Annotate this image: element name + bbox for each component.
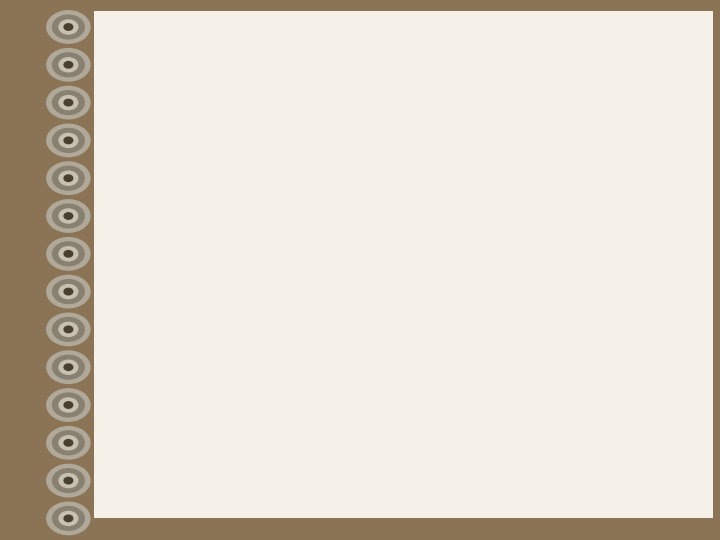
Text: for all lower case characters and T2 for upper: for all lower case characters and T2 for…: [177, 379, 613, 397]
Text: Partitioning using non-numeric data: Partitioning using non-numeric data: [118, 39, 720, 71]
Text: and one string Y as inputs. P performs task T1: and one string Y as inputs. P performs t…: [177, 340, 616, 357]
Text: the null string and T4 for all other strings.: the null string and T4 for all other str…: [177, 458, 578, 476]
Text: –: –: [153, 300, 162, 318]
Text: 4: 4: [112, 123, 126, 145]
Text: In the previous two examples the inputs: In the previous two examples the inputs: [146, 123, 557, 141]
Text: Functional testing: Functional testing: [346, 494, 461, 507]
Text: case characters. Also, it performs task T3 for: case characters. Also, it performs task …: [177, 419, 604, 437]
Text: Example 3:: Example 3:: [146, 254, 261, 273]
Text: were integers. One can derive equivalence: were integers. One can derive equivalenc…: [146, 164, 584, 183]
Text: Suppose that program P takes one character X: Suppose that program P takes one charact…: [177, 300, 621, 318]
Text: classes for other types of data also.: classes for other types of data also.: [146, 206, 508, 225]
Text: 4: 4: [112, 254, 126, 276]
Text: 87: 87: [681, 494, 697, 507]
